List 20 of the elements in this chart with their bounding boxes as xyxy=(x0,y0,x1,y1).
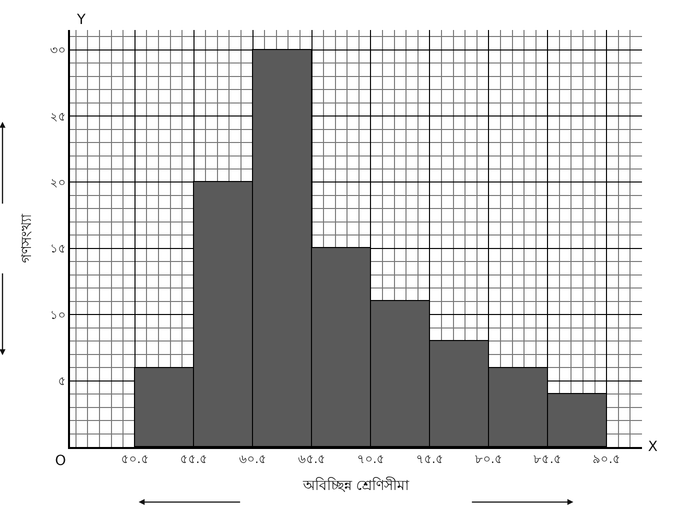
x-tick-label: ৫০.৫ xyxy=(120,452,149,466)
y-tick-label: ১৫ xyxy=(50,242,66,256)
x-tick-label: ৬০.৫ xyxy=(238,452,267,466)
y-tick-label: ২০ xyxy=(50,175,66,190)
x-tick-label: ৯০.৫ xyxy=(592,452,621,466)
y-axis-title: গণসংখ্যা xyxy=(18,213,35,263)
y-tick-label: ২৫ xyxy=(50,109,66,124)
x-tick-label: ৭০.৫ xyxy=(356,452,385,466)
x-tick-label: ৮৫.৫ xyxy=(534,452,562,466)
y-tick-label: ৩০ xyxy=(50,43,66,58)
y-tick-label: ৫ xyxy=(58,374,66,388)
x-tick-label: ৫৫.৫ xyxy=(180,452,208,466)
x-tick-label: ৭৫.৫ xyxy=(416,452,444,466)
y-tick-label: ১০ xyxy=(50,308,66,322)
x-axis-title: অবিচ্ছিন্ন শ্রেণিসীমা xyxy=(302,476,410,494)
x-tick-label: ৮০.৫ xyxy=(474,452,503,466)
text: X xyxy=(648,439,658,455)
text: O xyxy=(55,453,66,469)
x-tick-label: ৬৫.৫ xyxy=(298,452,326,466)
text: Y xyxy=(76,12,86,28)
